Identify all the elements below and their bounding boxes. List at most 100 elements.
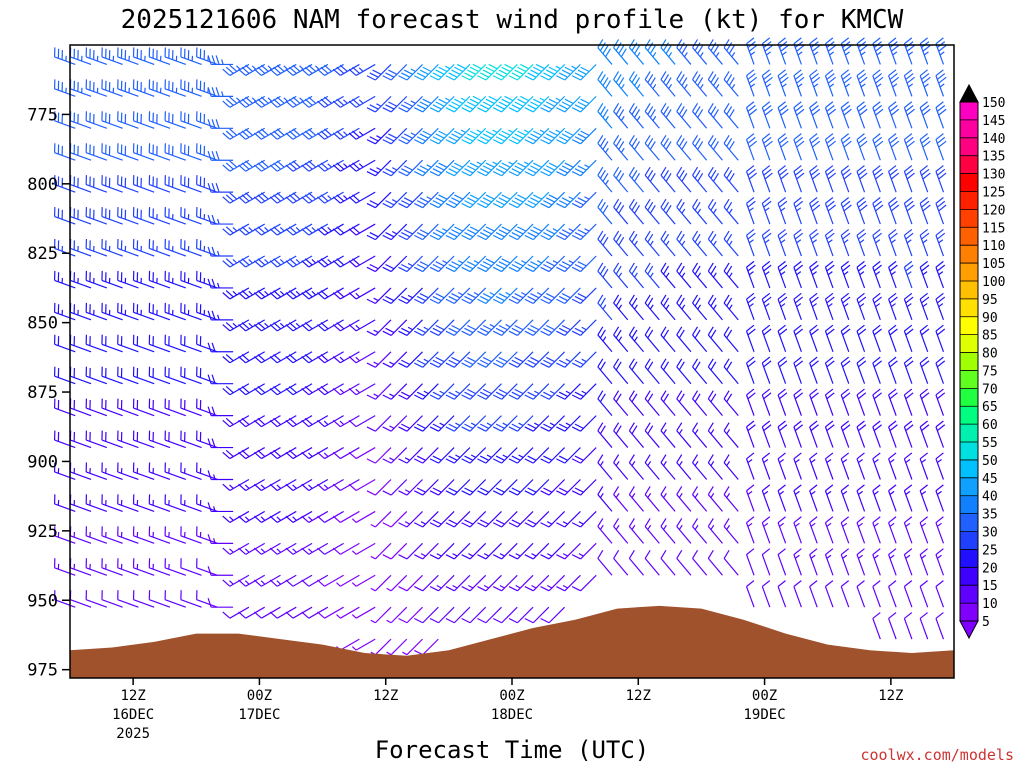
wind-barb [793,228,804,257]
wind-barb [180,47,202,65]
wind-barb [477,415,502,432]
wind-barb [101,207,123,225]
wind-barb [53,366,76,385]
wind-barb [824,165,836,193]
wind-barb [888,133,900,161]
wind-barb [660,103,676,129]
wind-barb [132,430,155,449]
wind-barb [445,606,471,624]
wind-barb [508,447,534,464]
wind-barb [207,438,234,449]
wind-barb [919,356,930,384]
wind-barb [348,383,376,396]
wind-barb [382,351,408,368]
wind-barb [492,191,518,209]
wind-barb [903,69,915,97]
wind-barb [888,101,900,129]
wind-barb [903,484,913,512]
wind-barb [888,612,897,640]
wind-barb [723,518,739,544]
wind-barb [196,526,218,544]
colorbar-label: 20 [982,561,998,576]
wind-barb [809,228,819,257]
wind-barb [148,590,171,608]
wind-barb [692,358,708,385]
wind-barb [761,484,771,512]
wind-barb [745,420,756,448]
colorbar-swatch [960,316,978,336]
wind-barb [148,558,171,576]
colorbar-label: 130 [982,168,1005,183]
wind-barb [745,452,755,480]
wind-barb [856,260,867,289]
wind-barb [809,260,819,289]
wind-barb [101,590,123,608]
wind-barb [628,518,645,544]
wind-barb [628,294,645,321]
wind-barb [872,612,881,640]
wind-barb [644,71,660,97]
wind-barb [707,166,723,193]
wind-barb [196,238,218,257]
wind-barb [613,198,629,225]
wind-barb [117,462,139,481]
wind-barb [207,278,234,289]
wind-barb [723,358,739,385]
colorbar-label: 40 [982,490,998,505]
wind-barb [148,494,171,512]
wind-barb [414,574,439,592]
wind-barb [414,191,439,209]
wind-barb [382,191,408,209]
wind-barb [676,422,692,448]
wind-barb [429,447,455,464]
wind-barb [196,47,218,65]
wind-barb [508,542,534,560]
wind-barb [117,175,139,193]
wind-barb [935,484,945,512]
colorbar-label: 125 [982,185,1005,200]
wind-barb [85,590,108,608]
wind-barb [793,516,802,544]
colorbar-label: 45 [982,472,998,487]
wind-barb [676,518,692,544]
wind-barb [492,574,518,592]
wind-barb [613,103,629,129]
wind-barb [414,542,439,560]
wind-barb [935,580,945,608]
wind-barb [508,606,534,624]
colorbar-label: 150 [982,96,1005,111]
wind-barb [761,101,773,129]
wind-barb [196,207,218,225]
wind-barb [445,287,471,305]
wind-barb [524,255,550,273]
wind-barb [398,383,423,400]
colorbar-label: 105 [982,257,1005,272]
wind-barb [888,165,900,193]
wind-barb [524,63,550,81]
wind-barb [540,574,566,592]
wind-barb [556,447,581,464]
wind-barb [676,103,692,129]
wind-barb [101,270,123,289]
wind-barb [492,159,518,177]
wind-barb [132,270,155,289]
colorbar-swatch [960,549,978,568]
wind-barb [571,574,597,592]
wind-barb [429,95,455,113]
wind-barb [888,260,898,289]
wind-barb [382,287,408,305]
wind-barb [745,165,758,193]
colorbar-label: 135 [982,150,1005,165]
wind-barb [761,452,771,480]
wind-barb [53,143,76,161]
colorbar-label: 60 [982,418,998,433]
wind-barb [492,479,518,496]
wind-barb [888,69,900,97]
wind-barb [238,63,265,76]
wind-barb [745,580,755,608]
wind-barb [597,358,613,385]
wind-barb [613,358,629,385]
wind-barb [398,479,423,496]
wind-barb [148,175,171,193]
wind-barb [723,230,739,257]
